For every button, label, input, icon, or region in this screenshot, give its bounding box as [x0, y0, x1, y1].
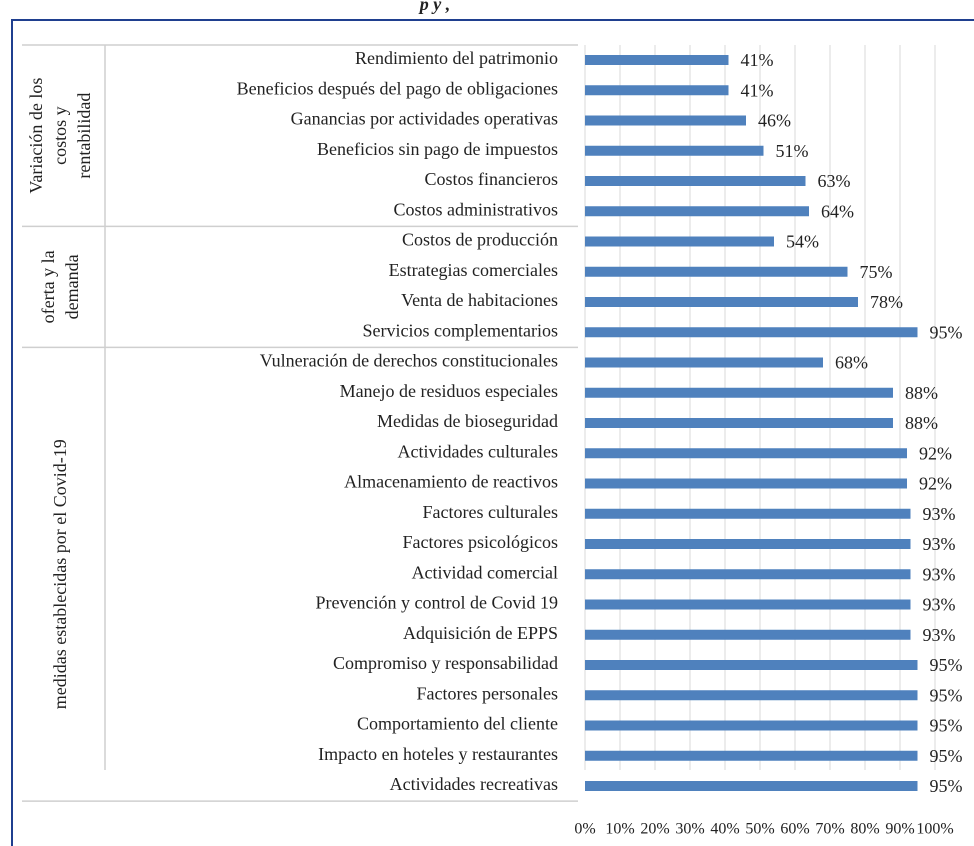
bar: [585, 508, 911, 519]
x-tick-label: 80%: [850, 821, 879, 838]
value-label: 93%: [923, 534, 956, 554]
bar: [585, 115, 746, 126]
category-label: Factores culturales: [423, 502, 558, 522]
value-label: 41%: [741, 50, 774, 70]
value-label: 46%: [758, 111, 791, 131]
group-label: oferta y la: [38, 250, 58, 323]
value-label: 95%: [930, 322, 963, 342]
category-label: Compromiso y responsabilidad: [333, 653, 558, 673]
category-label: Comportamiento del cliente: [357, 714, 558, 734]
x-tick-label: 30%: [675, 821, 704, 838]
category-label: Beneficios después del pago de obligacio…: [237, 78, 558, 98]
bar: [585, 145, 764, 156]
x-tick-label: 50%: [745, 821, 774, 838]
value-label: 75%: [860, 262, 893, 282]
value-label: 63%: [818, 171, 851, 191]
frame: [11, 19, 974, 846]
category-label: Costos de producción: [402, 230, 558, 250]
x-tick-label: 0%: [574, 821, 595, 838]
value-label: 93%: [923, 595, 956, 615]
category-label: Adquisición de EPPS: [403, 623, 558, 643]
bar: [585, 750, 918, 761]
bar: [585, 327, 918, 338]
x-tick-label: 70%: [815, 821, 844, 838]
x-tick-label: 10%: [605, 821, 634, 838]
bar: [585, 266, 848, 277]
value-label: 92%: [919, 474, 952, 494]
x-tick-label: 60%: [780, 821, 809, 838]
category-label: Actividades recreativas: [390, 774, 558, 794]
category-label: Actividad comercial: [412, 562, 558, 582]
category-label: Rendimiento del patrimonio: [355, 48, 558, 68]
category-label: Manejo de residuos especiales: [340, 381, 558, 401]
bar: [585, 569, 911, 580]
category-label: Vulneración de derechos constitucionales: [260, 351, 558, 371]
group-label: Variación de los: [26, 78, 46, 194]
bar: [585, 85, 729, 96]
group-label: rentabilidad: [74, 93, 94, 179]
bar: [585, 206, 809, 217]
value-label: 88%: [905, 383, 938, 403]
bar: [585, 539, 911, 549]
x-tick-label: 90%: [885, 821, 914, 838]
value-label: 93%: [923, 504, 956, 524]
category-label: Impacto en hoteles y restaurantes: [318, 744, 558, 764]
bar: [585, 297, 858, 307]
value-label: 78%: [870, 292, 903, 312]
value-label: 95%: [930, 746, 963, 766]
bar: [585, 448, 907, 459]
bar: [585, 720, 918, 731]
group-label: medidas establecidas por el Covid-19: [50, 439, 70, 709]
category-label: Almacenamiento de reactivos: [344, 472, 558, 492]
category-label: Estrategias comerciales: [389, 260, 558, 280]
bar: [585, 478, 907, 489]
x-tick-label: 100%: [916, 821, 953, 838]
bar: [585, 55, 729, 65]
group-label: costos y: [50, 106, 70, 165]
category-label: Medidas de bioseguridad: [377, 411, 558, 431]
value-label: 95%: [930, 655, 963, 675]
value-label: 88%: [905, 413, 938, 433]
category-label: Venta de habitaciones: [401, 290, 558, 310]
bar: [585, 387, 893, 398]
value-label: 54%: [786, 232, 819, 252]
category-label: Prevención y control de Covid 19: [316, 593, 558, 613]
bar: [585, 690, 918, 701]
category-label: Costos administrativos: [393, 199, 558, 219]
chart-title: p y ,: [418, 0, 451, 14]
bar: [585, 660, 918, 670]
bar: [585, 418, 893, 428]
category-label: Costos financieros: [425, 169, 558, 189]
category-label: Actividades culturales: [398, 441, 558, 461]
bar: [585, 629, 911, 640]
category-label: Factores personales: [417, 683, 558, 703]
value-label: 41%: [741, 80, 774, 100]
category-label: Beneficios sin pago de impuestos: [317, 139, 558, 159]
value-label: 93%: [923, 625, 956, 645]
bar: [585, 236, 774, 247]
value-label: 64%: [821, 201, 854, 221]
value-label: 68%: [835, 353, 868, 373]
bar: [585, 599, 911, 610]
bar: [585, 176, 806, 186]
group-label: demanda: [62, 254, 82, 319]
category-label: Factores psicológicos: [403, 532, 558, 552]
value-label: 95%: [930, 716, 963, 736]
value-label: 92%: [919, 443, 952, 463]
value-label: 95%: [930, 685, 963, 705]
value-label: 95%: [930, 776, 963, 796]
value-label: 51%: [776, 141, 809, 161]
category-label: Ganancias por actividades operativas: [291, 109, 558, 129]
category-label: Servicios complementarios: [363, 320, 558, 340]
x-tick-label: 40%: [710, 821, 739, 838]
bar: [585, 781, 918, 791]
bar: [585, 357, 823, 368]
x-tick-label: 20%: [640, 821, 669, 838]
value-label: 93%: [923, 564, 956, 584]
